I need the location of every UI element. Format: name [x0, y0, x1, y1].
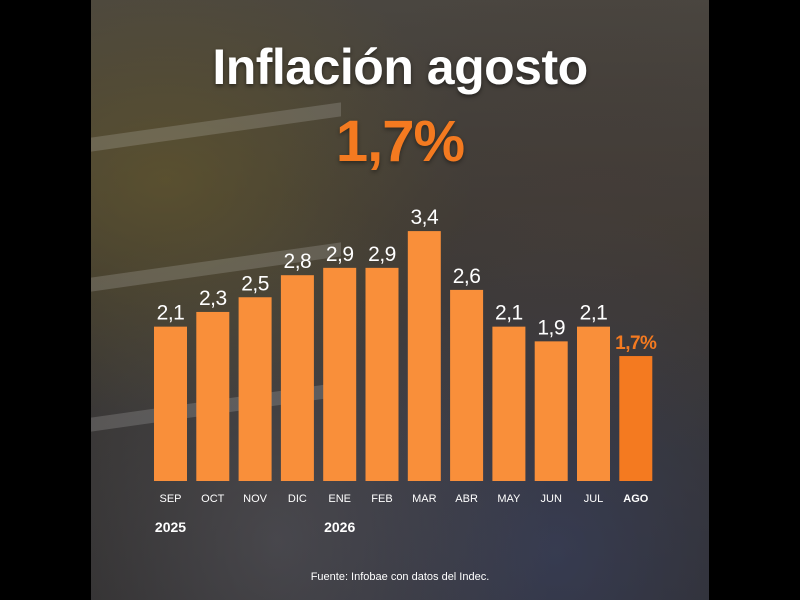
bar-abr [450, 289, 484, 481]
bar-chart: 2,1 SEP 2,3 OCT 2,5 NOV 2,8 DIC 2,9 ENE 2,9 FEB 3,4 M… [154, 206, 658, 535]
value-label: 2,1 [580, 302, 608, 325]
x-tick-label: DIC [288, 493, 307, 505]
source-note: Fuente: Infobae con datos del Indec. [310, 571, 490, 583]
bar-jul [577, 326, 610, 481]
year-label: 2025 [155, 519, 186, 535]
bar-ene [323, 267, 357, 481]
x-tick-label: ABR [455, 493, 478, 505]
x-tick-label: SEP [159, 493, 181, 505]
value-label: 2,1 [157, 302, 185, 325]
x-tick-label: ENE [328, 493, 351, 505]
infographic-panel: Inflación agosto 1,7% 2,1 SEP 2,3 OCT 2,5 NOV… [91, 0, 709, 600]
year-label: 2026 [324, 519, 355, 535]
value-label: 2,9 [368, 243, 396, 266]
value-label: 3,4 [410, 206, 439, 229]
value-label: 2,8 [284, 250, 312, 273]
bar-nov [238, 297, 272, 481]
bar-oct [196, 311, 230, 481]
value-label: 1,9 [537, 316, 565, 339]
bar-dic [280, 275, 314, 481]
value-label: 2,3 [199, 287, 227, 310]
bar-sep [154, 326, 187, 481]
x-tick-label: JUL [584, 493, 604, 505]
x-tick-label: MAY [497, 493, 521, 505]
value-label: 2,9 [326, 243, 354, 266]
bar-feb [365, 267, 399, 481]
bar-may [492, 326, 526, 481]
x-tick-label: AGO [623, 493, 649, 505]
x-tick-label: OCT [201, 493, 225, 505]
page-title: Inflación agosto [212, 39, 588, 95]
headline-value: 1,7% [335, 109, 465, 174]
value-label: 1,7% [615, 333, 657, 354]
x-tick-label: FEB [371, 493, 392, 505]
x-tick-label: MAR [412, 493, 437, 505]
value-label: 2,6 [453, 265, 481, 288]
bar-mar [407, 231, 441, 481]
x-tick-label: NOV [243, 493, 268, 505]
x-tick-label: JUN [541, 493, 562, 505]
value-label: 2,5 [241, 272, 269, 295]
value-label: 2,1 [495, 302, 523, 325]
bar-jun [534, 341, 568, 481]
bar-ago [619, 356, 653, 481]
